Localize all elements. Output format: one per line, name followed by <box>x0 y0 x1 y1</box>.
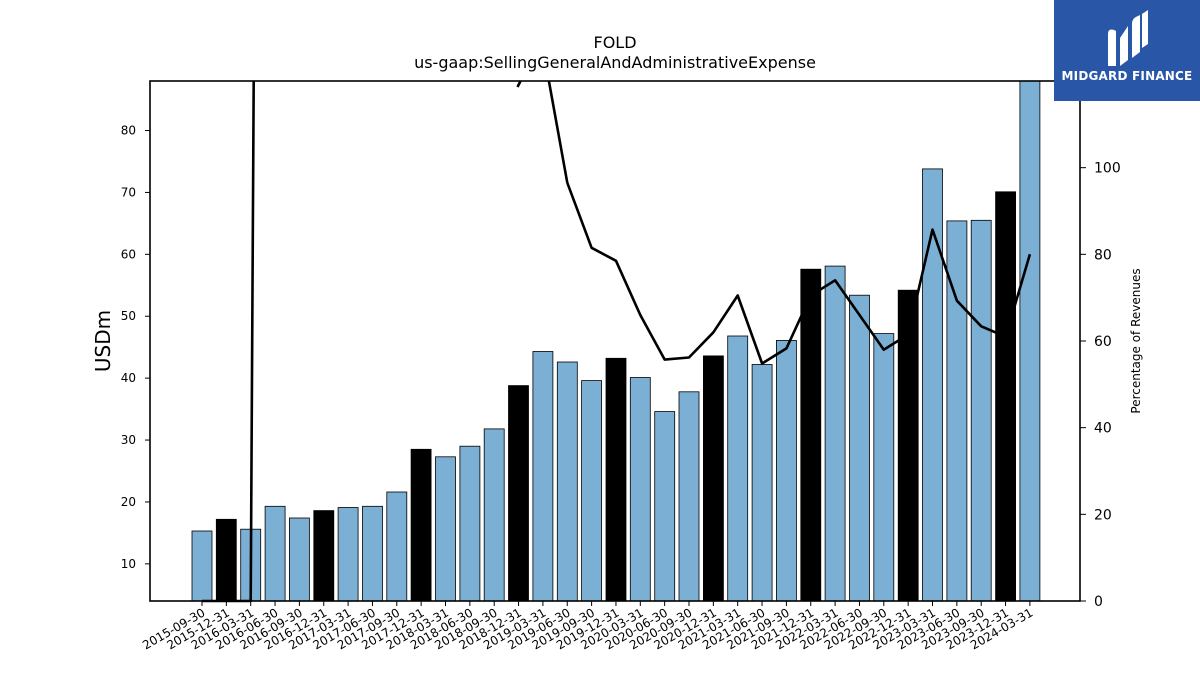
bar <box>849 294 870 602</box>
y2-tick-label: 40 <box>1094 421 1112 437</box>
y2-tick-label: 80 <box>1094 247 1112 263</box>
bar <box>288 517 310 602</box>
bar <box>1019 80 1041 602</box>
bar <box>776 339 797 602</box>
y-axis-label: USDm <box>91 310 115 372</box>
bar <box>824 265 846 602</box>
y2-tick-label: 20 <box>1094 507 1112 523</box>
bar <box>483 428 505 602</box>
y2-tick-label: 0 <box>1094 594 1103 610</box>
y-tick-label: 60 <box>121 247 136 261</box>
bar <box>654 411 676 602</box>
bar <box>215 518 237 602</box>
bar <box>751 364 773 602</box>
bar <box>629 377 651 602</box>
y2-axis-label: Percentage of Revenues <box>1129 268 1143 413</box>
bar <box>873 333 895 602</box>
bar <box>435 456 456 602</box>
axes: 10203040506070800204060801002015-09-3020… <box>121 80 1121 652</box>
bar <box>313 510 335 602</box>
chart-subtitle: us-gaap:SellingGeneralAndAdministrativeE… <box>414 53 816 72</box>
y2-tick-label: 60 <box>1094 334 1112 350</box>
bar <box>678 391 700 602</box>
bar <box>264 505 286 602</box>
y-tick-label: 40 <box>121 371 136 385</box>
bar <box>897 289 919 602</box>
bar <box>410 448 432 602</box>
logo-text: MIDGARD FINANCE <box>1061 69 1193 83</box>
bar <box>581 380 602 602</box>
y-tick-label: 30 <box>121 433 136 447</box>
bar <box>727 335 749 602</box>
bar <box>337 507 359 602</box>
bar-series <box>191 80 1041 602</box>
chart-title: FOLD <box>593 33 636 52</box>
bar <box>386 491 408 602</box>
bar <box>703 355 724 602</box>
bar <box>970 219 992 602</box>
y-tick-label: 20 <box>121 495 136 509</box>
bar <box>532 351 554 602</box>
bar <box>605 357 627 602</box>
y-tick-label: 80 <box>121 124 136 138</box>
brand-logo: MIDGARD FINANCE <box>1054 0 1200 101</box>
bar <box>508 385 529 602</box>
y-tick-label: 50 <box>121 309 136 323</box>
midgard-logo-icon <box>1108 10 1148 66</box>
y-tick-label: 70 <box>121 185 136 199</box>
y-tick-label: 10 <box>121 557 136 571</box>
bar <box>191 530 213 602</box>
bar <box>362 505 383 602</box>
y2-tick-label: 100 <box>1094 161 1121 177</box>
bar <box>800 268 822 602</box>
bar <box>556 361 578 602</box>
bar <box>459 445 481 602</box>
bar <box>995 191 1016 602</box>
